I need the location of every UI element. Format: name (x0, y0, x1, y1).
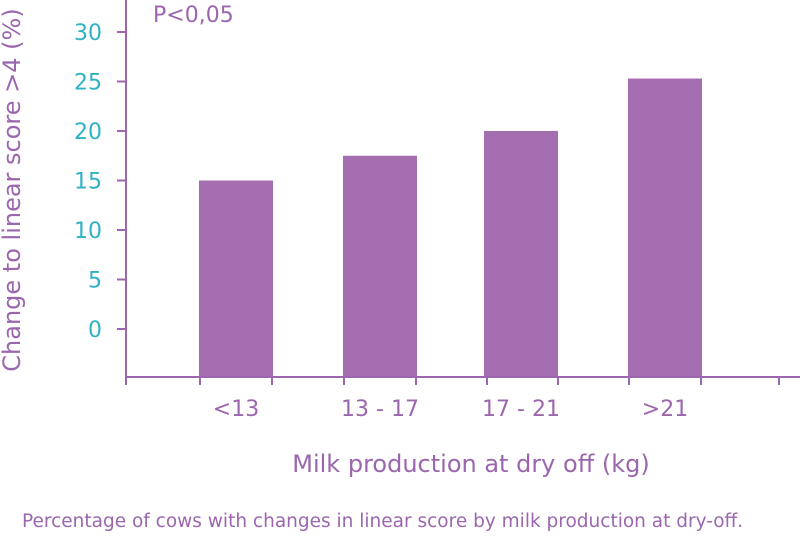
bar-1 (343, 155, 417, 377)
y-tick-label-25: 25 (74, 71, 102, 96)
bar-2 (484, 131, 558, 377)
figure-caption: Percentage of cows with changes in linea… (22, 511, 744, 532)
y-tick-label-30: 30 (74, 21, 102, 46)
y-axis-title: Change to linear score >4 (%) (0, 8, 26, 371)
x-tick-label-0: <13 (213, 397, 259, 422)
p-value-annotation: P<0,05 (153, 3, 234, 28)
x-tick-label-3: >21 (642, 397, 688, 422)
y-tick-label-5: 5 (88, 269, 102, 294)
y-tick-label-0: 0 (88, 318, 102, 343)
bar-0 (199, 180, 273, 377)
y-tick-label-20: 20 (74, 120, 102, 145)
axes: 0 5 10 15 20 25 30 <13 13 - 17 17 - 21 >21 (74, 0, 800, 422)
y-tick-label-10: 10 (74, 219, 102, 244)
bar-3 (628, 78, 702, 377)
x-axis-title: Milk production at dry off (kg) (292, 450, 649, 478)
x-tick-label-2: 17 - 21 (482, 397, 560, 422)
y-tick-label-15: 15 (74, 170, 102, 195)
bars (199, 78, 702, 377)
x-tick-label-1: 13 - 17 (341, 397, 419, 422)
